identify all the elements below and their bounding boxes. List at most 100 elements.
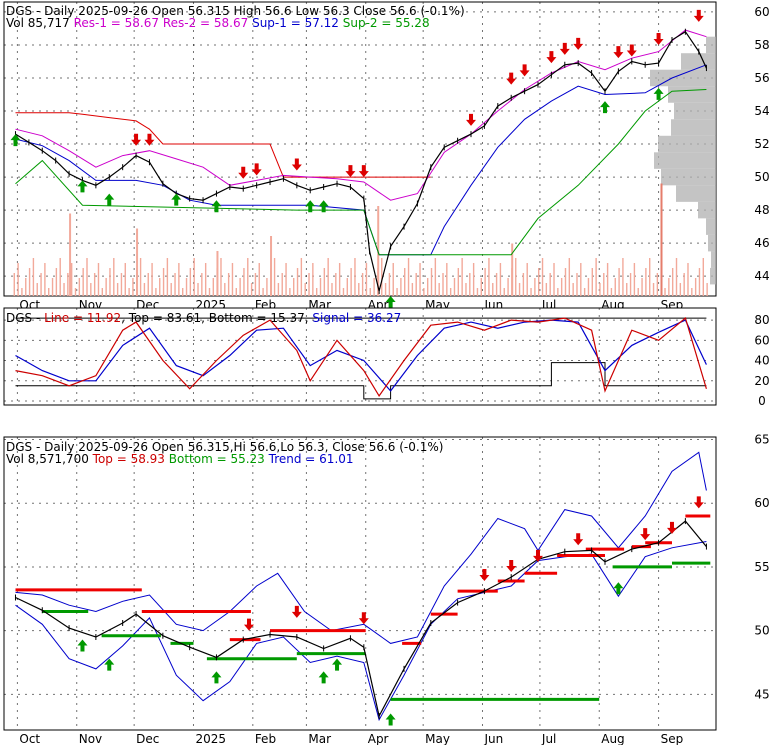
volume-profile-bar-2	[708, 234, 716, 252]
volume-bar	[132, 278, 134, 296]
volume-bar	[78, 278, 81, 296]
volume-bar	[247, 258, 249, 296]
volume-bar	[687, 263, 689, 296]
sell-arrow-14	[626, 44, 637, 57]
price-header2-3: Sup-1 = 57.12	[248, 16, 339, 30]
volume-bar	[453, 278, 456, 296]
volume-bar	[155, 288, 157, 296]
volume-bar	[128, 288, 130, 296]
volume-bar	[342, 288, 345, 296]
trend-sell-arrow-1	[291, 605, 302, 618]
price-header2-2: Res-2 = 58.67	[159, 16, 248, 30]
volume-bar	[572, 283, 574, 296]
buy-arrow-5	[305, 200, 316, 213]
price-ytick-56: 56	[754, 71, 769, 85]
trend-sell-arrow-4	[506, 560, 517, 573]
volume-spike-2	[216, 251, 219, 296]
volume-bar	[568, 258, 571, 296]
volume-bar	[423, 288, 425, 296]
trend-xtick-11: Sep	[661, 732, 684, 745]
volume-bar	[239, 278, 241, 296]
volume-bar	[262, 288, 264, 296]
trend-sell-arrow-3	[479, 568, 490, 581]
sell-arrow-7	[466, 113, 477, 126]
volume-bar	[243, 268, 245, 296]
price-ytick-58: 58	[754, 38, 769, 52]
volume-bar	[124, 263, 126, 296]
volume-bar	[442, 273, 444, 296]
volume-bar	[683, 273, 685, 296]
volume-bar	[21, 288, 23, 296]
volume-bar	[564, 268, 567, 296]
volume-bar	[86, 258, 88, 296]
trend-ytick-65: 65	[754, 433, 769, 447]
volume-bar	[354, 258, 356, 296]
price-ytick-52: 52	[754, 137, 769, 151]
volume-bar	[323, 268, 326, 296]
price-header-line2: Vol 85,717 Res-1 = 58.67 Res-2 = 58.67 S…	[6, 16, 430, 30]
volume-bar	[204, 263, 207, 296]
volume-bar	[400, 278, 402, 296]
volume-bar	[147, 273, 149, 296]
volume-bar	[315, 288, 318, 296]
sell-arrow-2	[238, 166, 249, 179]
volume-bar	[610, 288, 613, 296]
volume-bar	[472, 263, 475, 296]
volume-bar	[220, 258, 222, 296]
volume-bar	[331, 283, 333, 296]
volume-bar	[90, 283, 92, 296]
price-ytick-50: 50	[754, 170, 769, 184]
trend-xtick-5: Mar	[308, 732, 331, 745]
volume-bar	[182, 288, 184, 296]
trend-header2-1: Top = 58.93	[89, 452, 165, 466]
osc-signal-line	[15, 319, 707, 392]
volume-bar	[706, 283, 708, 296]
trend-buy-arrow-3	[318, 671, 329, 684]
volume-bar	[224, 283, 226, 296]
trend-xtick-1: Nov	[79, 732, 102, 745]
volume-bar	[434, 258, 437, 296]
volume-bar	[105, 278, 107, 296]
volume-bar	[277, 283, 280, 296]
volume-bar	[622, 258, 624, 296]
trend-sell-arrow-9	[693, 496, 704, 509]
volume-bar	[74, 288, 77, 296]
volume-profile-bar-5	[676, 185, 716, 202]
volume-bar	[289, 288, 291, 296]
volume-bar	[637, 288, 639, 296]
volume-profile-bar-7	[654, 152, 716, 169]
trend-header-line1: DGS - Daily 2025-09-26 Open 56.315,Hi 56…	[6, 440, 443, 454]
volume-bar	[426, 278, 429, 296]
volume-bar	[139, 258, 142, 296]
volume-bar	[480, 278, 482, 296]
volume-bar	[231, 263, 234, 296]
price-header2-1: Res-1 = 58.67	[70, 16, 159, 30]
volume-bar	[583, 288, 586, 296]
volume-bar	[17, 263, 19, 296]
volume-bar	[492, 283, 494, 296]
volume-profile-bar-6	[661, 168, 716, 186]
volume-bar	[530, 288, 532, 296]
buy-arrow-9	[653, 87, 664, 100]
volume-bar	[515, 258, 517, 296]
volume-bar	[162, 268, 165, 296]
volume-bar	[649, 258, 651, 296]
volume-bar	[201, 273, 203, 296]
price-header2-4: Sup-2 = 55.28	[339, 16, 430, 30]
volume-bar	[373, 278, 375, 296]
trend-sell-arrow-7	[640, 528, 651, 541]
volume-profile-bar-11	[668, 86, 716, 103]
volume-bar	[166, 258, 169, 296]
volume-bar	[652, 283, 655, 296]
volume-spike-5	[511, 243, 514, 296]
sell-arrow-13	[613, 46, 624, 59]
volume-bar	[384, 283, 387, 296]
volume-bar	[606, 263, 609, 296]
sell-arrow-1	[144, 133, 155, 146]
volume-bar	[285, 263, 287, 296]
volume-bar	[476, 288, 479, 296]
volume-bar	[312, 263, 314, 296]
osc-header-1: Line = 11.92	[44, 311, 121, 325]
volume-bar	[189, 268, 192, 296]
volume-bar	[63, 283, 65, 296]
